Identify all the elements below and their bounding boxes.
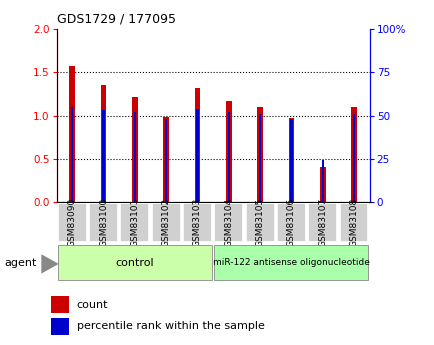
Bar: [276, 203, 305, 243]
Text: GSM83102: GSM83102: [161, 198, 170, 247]
Bar: [120, 203, 149, 243]
Bar: [71, 107, 73, 202]
Text: GSM83108: GSM83108: [349, 198, 358, 247]
Bar: [214, 203, 243, 243]
Text: GSM83090: GSM83090: [68, 198, 76, 247]
Bar: [132, 97, 137, 202]
Bar: [58, 203, 86, 243]
Bar: [69, 66, 75, 202]
Bar: [101, 85, 106, 202]
Text: GSM83105: GSM83105: [255, 198, 264, 247]
Bar: [258, 114, 261, 202]
Bar: [321, 160, 323, 202]
Text: count: count: [77, 300, 108, 310]
Bar: [319, 167, 325, 202]
Text: miR-122 antisense oligonucleotide: miR-122 antisense oligonucleotide: [213, 258, 369, 267]
Text: agent: agent: [4, 258, 36, 268]
Bar: [183, 203, 211, 243]
Bar: [51, 296, 69, 313]
Text: GSM83104: GSM83104: [224, 198, 233, 247]
Bar: [288, 118, 293, 202]
Text: GSM83101: GSM83101: [130, 198, 139, 247]
Text: GSM83100: GSM83100: [99, 198, 108, 247]
Bar: [339, 203, 368, 243]
Bar: [226, 101, 231, 202]
Text: percentile rank within the sample: percentile rank within the sample: [77, 322, 264, 332]
Text: GDS1729 / 177095: GDS1729 / 177095: [56, 12, 175, 25]
Bar: [151, 203, 180, 243]
Bar: [257, 107, 262, 202]
Bar: [102, 110, 105, 202]
Bar: [58, 245, 211, 280]
Text: GSM83107: GSM83107: [318, 198, 326, 247]
Bar: [289, 119, 292, 202]
Text: GSM83103: GSM83103: [193, 198, 201, 247]
Polygon shape: [41, 254, 59, 274]
Text: GSM83106: GSM83106: [286, 198, 295, 247]
Bar: [214, 245, 368, 280]
Bar: [164, 119, 167, 202]
Bar: [133, 112, 136, 202]
Bar: [163, 117, 168, 202]
Bar: [51, 318, 69, 335]
Bar: [227, 112, 230, 202]
Bar: [245, 203, 274, 243]
Bar: [89, 203, 118, 243]
Bar: [308, 203, 336, 243]
Bar: [351, 107, 356, 202]
Text: control: control: [115, 258, 154, 267]
Bar: [352, 114, 355, 202]
Bar: [196, 109, 198, 202]
Bar: [194, 88, 200, 202]
